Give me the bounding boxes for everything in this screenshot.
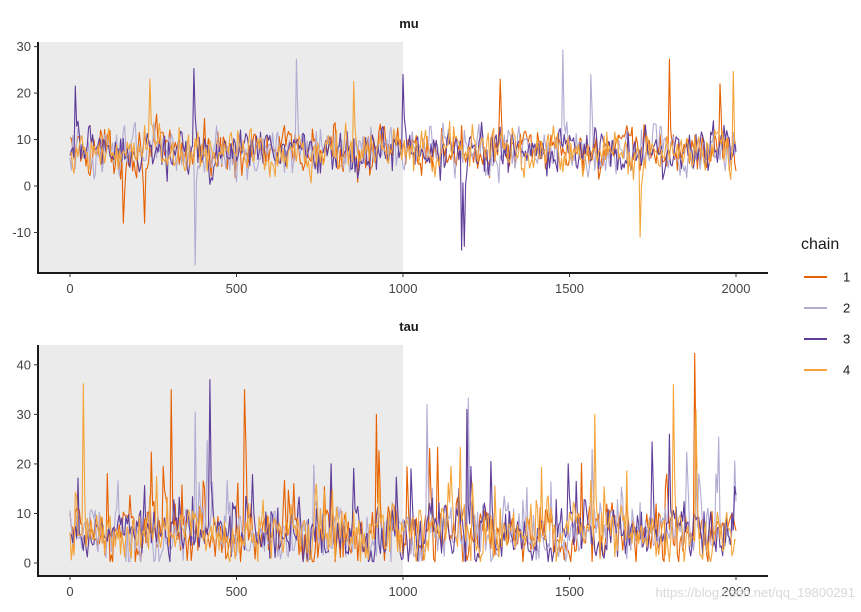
x-tick-label: 1000 xyxy=(389,281,418,296)
y-tick-label: 30 xyxy=(17,407,31,422)
y-tick-label: -10 xyxy=(12,225,31,240)
x-tick-label: 0 xyxy=(66,281,73,296)
trace-chain-4 xyxy=(69,70,737,238)
y-tick-label: 10 xyxy=(17,132,31,147)
legend-label-chain-4: 4 xyxy=(843,363,850,378)
x-tick-label: 2000 xyxy=(722,281,751,296)
x-tick-label: 0 xyxy=(66,584,73,599)
legend-label-chain-1: 1 xyxy=(843,270,850,285)
panel-title: mu xyxy=(399,16,419,31)
y-tick-label: 40 xyxy=(17,357,31,372)
y-tick-label: 20 xyxy=(17,86,31,101)
trace-chain-3 xyxy=(69,67,737,251)
y-tick-label: 20 xyxy=(17,456,31,471)
chain-legend: chain 1 2 3 4 xyxy=(801,236,850,378)
x-tick-label: 500 xyxy=(226,281,248,296)
y-tick-label: 30 xyxy=(17,39,31,54)
trace-chain-4 xyxy=(69,383,737,563)
trace-chain-3 xyxy=(69,379,737,563)
x-tick-label: 500 xyxy=(226,584,248,599)
x-tick-label: 1500 xyxy=(555,281,584,296)
panel-title: tau xyxy=(399,319,419,334)
legend-title: chain xyxy=(801,236,839,253)
y-tick-label: 0 xyxy=(24,556,31,571)
watermark-text: https://blog.csdn.net/qq_19800291 xyxy=(656,585,856,600)
legend-label-chain-3: 3 xyxy=(843,332,850,347)
x-tick-label: 1000 xyxy=(389,584,418,599)
x-tick-label: 2000 xyxy=(722,584,751,599)
y-tick-label: 0 xyxy=(24,179,31,194)
x-tick-label: 1500 xyxy=(555,584,584,599)
mu-panel: mu -10 0 10 20 30 0 500 1000 1500 2000 xyxy=(12,16,768,296)
tau-panel: tau 0 10 20 30 40 0 500 1000 1500 2000 xyxy=(17,319,768,599)
legend-label-chain-2: 2 xyxy=(843,301,850,316)
y-tick-label: 10 xyxy=(17,506,31,521)
